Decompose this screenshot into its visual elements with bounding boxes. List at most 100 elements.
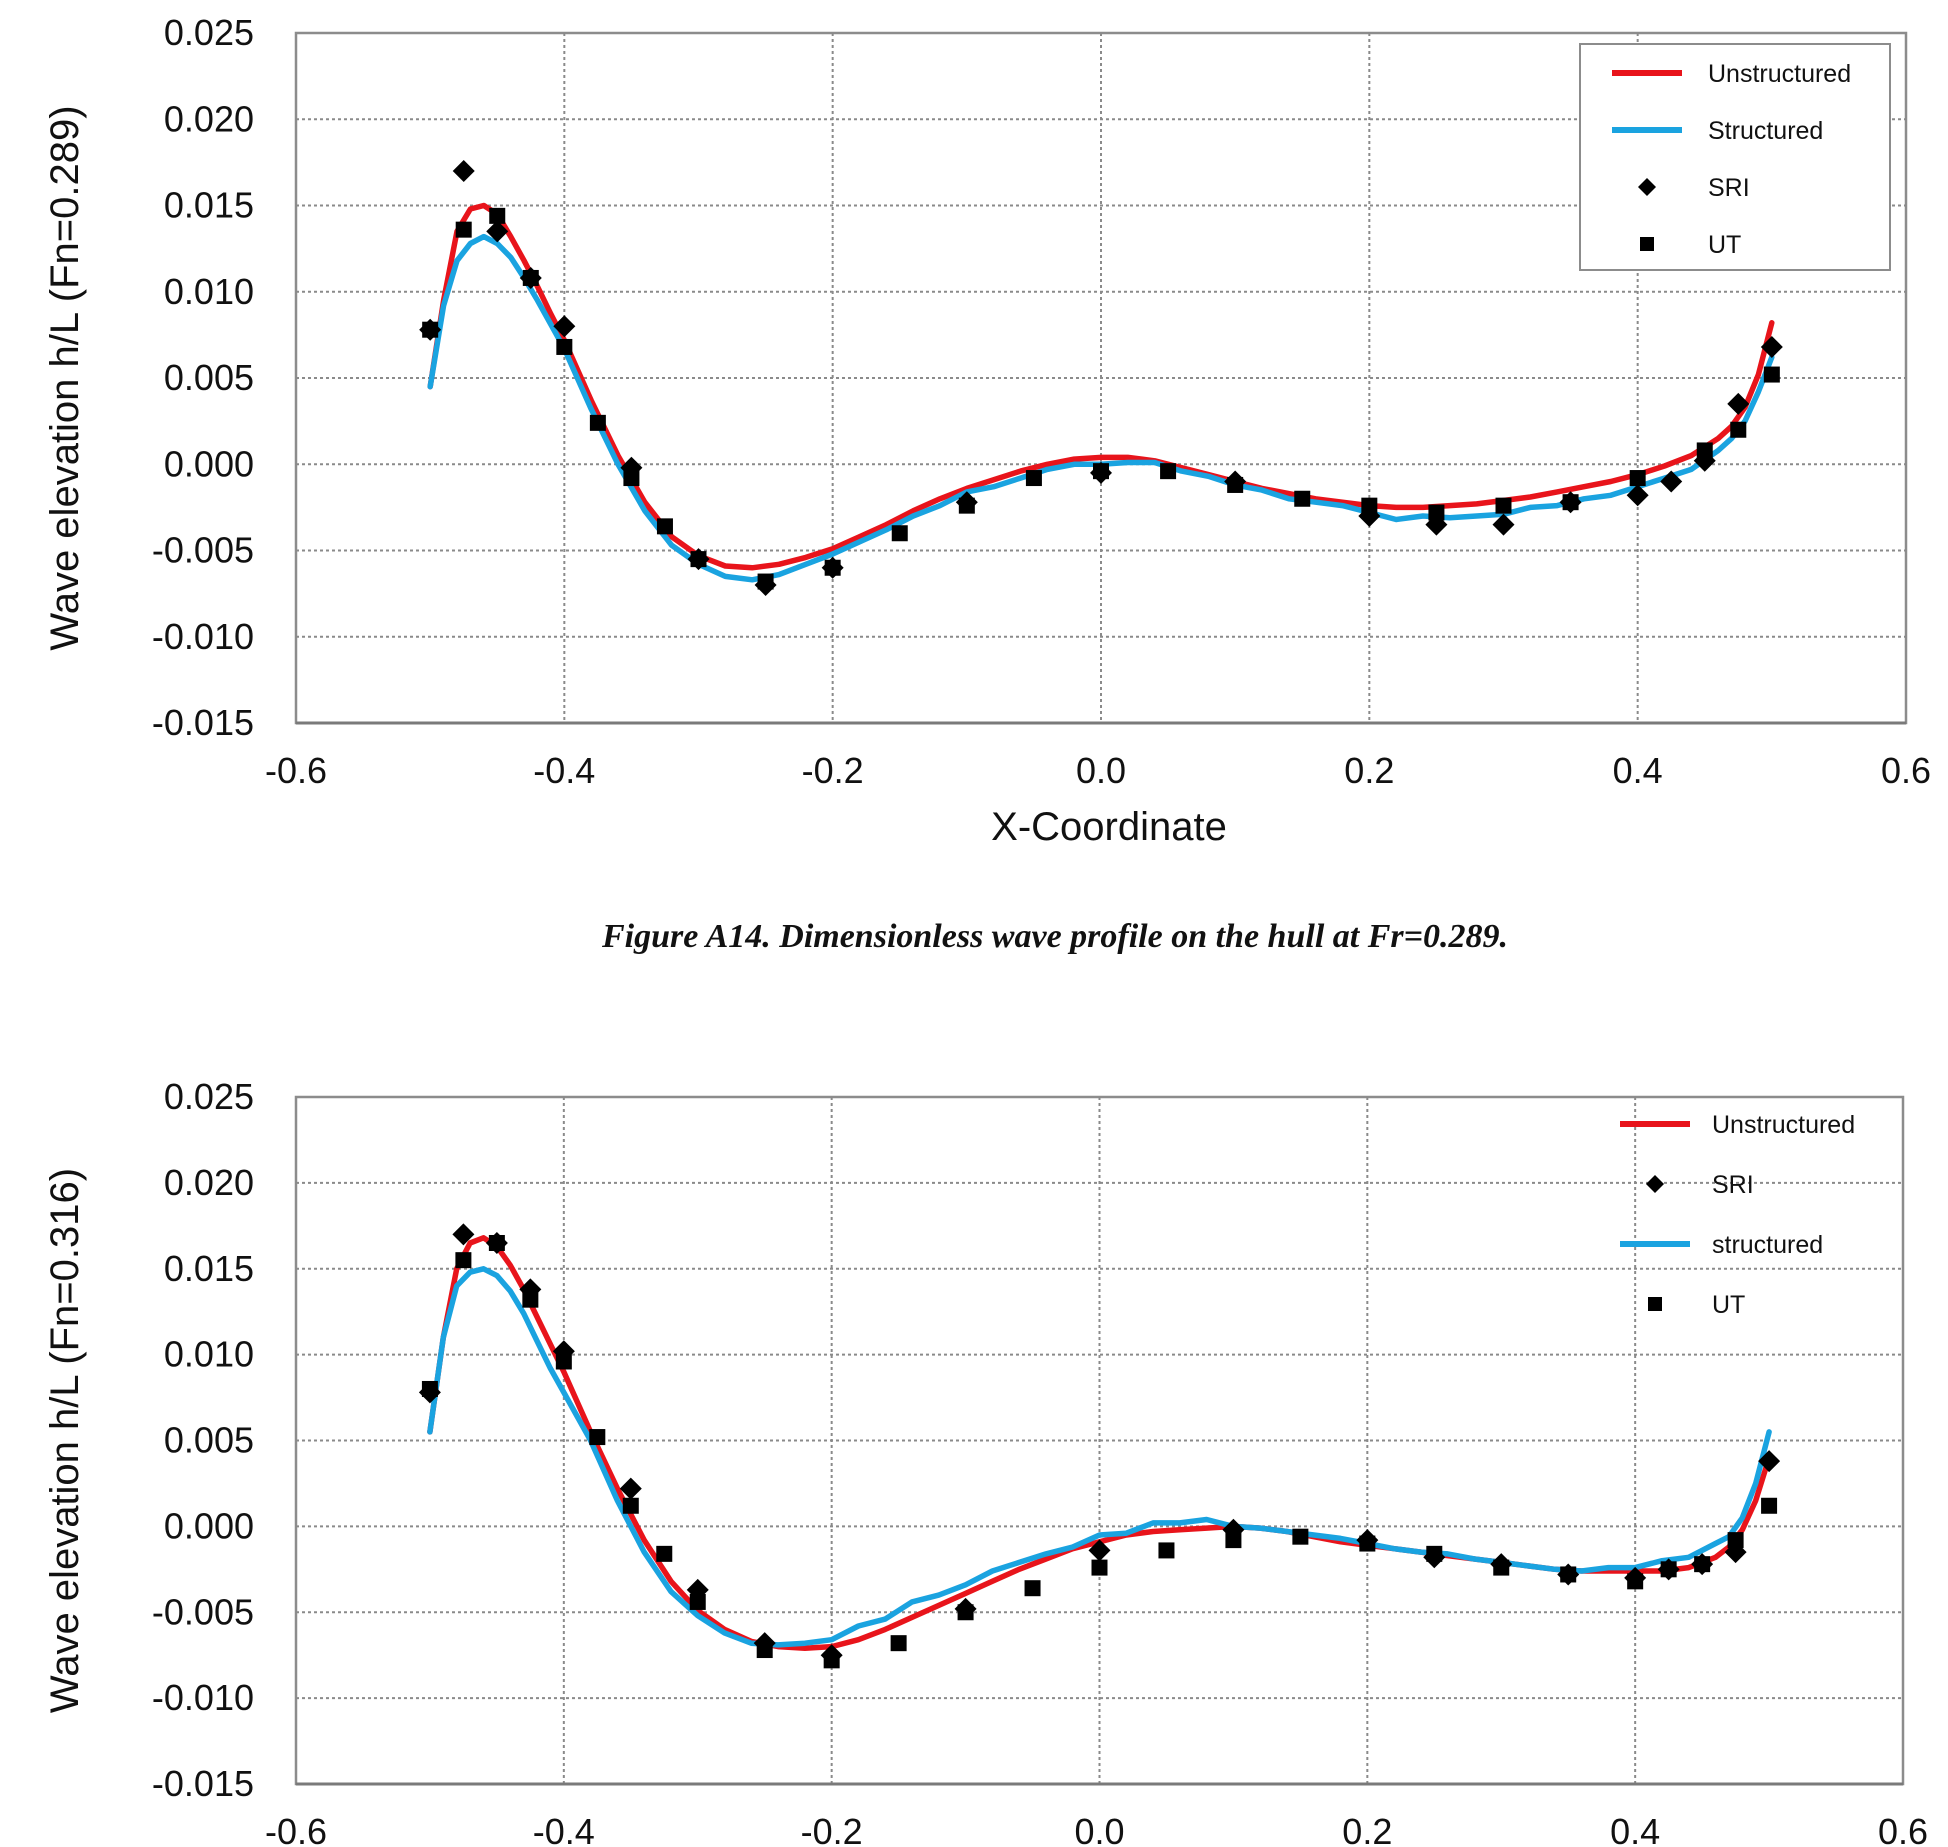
series-sri-point	[619, 1477, 642, 1500]
y-tick-label: 0.010	[164, 1334, 254, 1375]
series-ut-point	[824, 559, 841, 576]
series-ut-point	[656, 1545, 673, 1562]
legend-sri-swatch	[1638, 178, 1656, 196]
legend-sri-label: SRI	[1708, 174, 1750, 202]
series-ut-point	[957, 1604, 974, 1621]
legend-structured-label: Structured	[1708, 117, 1823, 145]
series-ut-point	[522, 1291, 539, 1308]
y-tick-label: 0.000	[164, 1505, 254, 1546]
series-ut-point	[1426, 1545, 1443, 1562]
series-ut-point	[522, 269, 539, 286]
series-ut-point	[1560, 1566, 1577, 1583]
series-ut-point	[1696, 442, 1713, 459]
series-ut-point	[656, 518, 673, 535]
y-axis-label: Wave elevation h/L (Fn=0.289)	[43, 105, 87, 650]
series-ut-point	[1093, 463, 1109, 480]
y-tick-label: 0.025	[164, 1076, 254, 1117]
x-tick-label: 0.6	[1878, 1811, 1928, 1847]
y-tick-label: 0.020	[164, 98, 254, 139]
series-ut-point	[489, 207, 506, 224]
series-ut-point	[1562, 494, 1579, 511]
series-ut-point	[1227, 476, 1244, 493]
series-ut-point	[422, 321, 439, 338]
series-sri-point	[1758, 1450, 1781, 1473]
series-sri-point	[1626, 484, 1649, 507]
series-sri-point	[452, 1223, 475, 1246]
legend-ut-label: UT	[1712, 1291, 1745, 1319]
x-tick-label: -0.4	[533, 750, 595, 791]
series-ut-point	[1361, 497, 1378, 514]
series-ut-point	[690, 551, 707, 568]
legend-sri-label: SRI	[1712, 1171, 1754, 1199]
y-tick-label: -0.015	[152, 702, 254, 743]
series-ut-point	[1629, 470, 1646, 487]
series-ut-point	[589, 1429, 606, 1446]
x-tick-label: -0.4	[533, 1811, 595, 1847]
series-ut-point	[488, 1234, 505, 1251]
x-tick-label: -0.2	[801, 1811, 863, 1847]
series-ut-point	[622, 1497, 639, 1514]
series-ut-point	[589, 414, 606, 431]
y-tick-label: 0.005	[164, 357, 254, 398]
series-ut-point	[1763, 366, 1780, 383]
x-axis-label: X-Coordinate	[991, 805, 1227, 849]
series-ut-point	[1025, 470, 1042, 487]
series-sri-point	[1760, 335, 1783, 358]
legend-ut-label: UT	[1708, 231, 1741, 259]
series-ut-point	[455, 1252, 472, 1269]
legend-box	[1579, 43, 1891, 271]
series-ut-point	[1294, 490, 1311, 507]
y-axis-label: Wave elevation h/L (Fn=0.316)	[43, 1168, 87, 1713]
legend-ut-swatch	[1640, 237, 1654, 251]
x-tick-label: 0.4	[1610, 1811, 1660, 1847]
y-tick-label: 0.015	[164, 185, 254, 226]
series-ut-point	[555, 1353, 572, 1370]
x-tick-label: 0.2	[1342, 1811, 1392, 1847]
y-tick-label: 0.025	[164, 12, 254, 53]
x-tick-label: -0.2	[802, 750, 864, 791]
x-tick-label: 0.0	[1076, 750, 1126, 791]
series-ut-point	[623, 470, 640, 487]
chart-fn-0316: 0.025 0.020 0.015 0.010 0.005 0.000 -0.005 -0.0…	[43, 1076, 1928, 1847]
y-tick-label: 0.020	[164, 1162, 254, 1203]
y-tick-label: -0.010	[152, 616, 254, 657]
chart-fn-0289: 0.025 0.020 0.015 0.010 0.005 0.000 -0.005 -0.0…	[43, 12, 1931, 849]
y-tick-label: 0.015	[164, 1248, 254, 1289]
series-ut-point	[1160, 463, 1177, 480]
series-ut-point	[1730, 421, 1747, 438]
series-ut-point	[1495, 497, 1512, 514]
legend-ut-swatch	[1648, 1297, 1662, 1311]
series-sri-point	[452, 160, 475, 182]
series-sri-point	[1492, 513, 1515, 536]
series-ut-point	[823, 1652, 840, 1669]
y-tick-label: -0.010	[152, 1677, 254, 1718]
series-ut-point	[689, 1593, 706, 1610]
y-tick-label: -0.005	[152, 1591, 254, 1632]
series-sri-point	[1660, 470, 1683, 493]
legend-sri-swatch	[1646, 1175, 1664, 1193]
series-ut-point	[1627, 1573, 1644, 1590]
y-tick-label: 0.000	[164, 443, 254, 484]
y-tick-label: 0.005	[164, 1420, 254, 1461]
legend-structured-label: structured	[1712, 1231, 1823, 1259]
y-tick-label: -0.005	[152, 530, 254, 571]
series-ut-point	[1024, 1580, 1041, 1597]
series-ut-point	[1158, 1542, 1175, 1559]
series-ut-point	[1359, 1535, 1376, 1552]
x-tick-label: 0.4	[1613, 750, 1663, 791]
series-ut-point	[890, 1635, 907, 1652]
series-sri-point	[1727, 392, 1750, 415]
series-ut-point	[958, 497, 975, 514]
series-ut-point	[1493, 1559, 1510, 1576]
series-ut-point	[1225, 1532, 1242, 1549]
legend-unstructured-label: Unstructured	[1712, 1111, 1855, 1139]
series-ut-point	[1761, 1497, 1778, 1514]
series-ut-point	[757, 573, 774, 590]
series-ut-point	[421, 1380, 438, 1397]
x-tick-label: -0.6	[265, 750, 327, 791]
series-ut-point	[1292, 1528, 1309, 1545]
series-ut-point	[1727, 1532, 1744, 1549]
series-ut-point	[1660, 1561, 1677, 1578]
series-ut-point	[1091, 1559, 1108, 1576]
